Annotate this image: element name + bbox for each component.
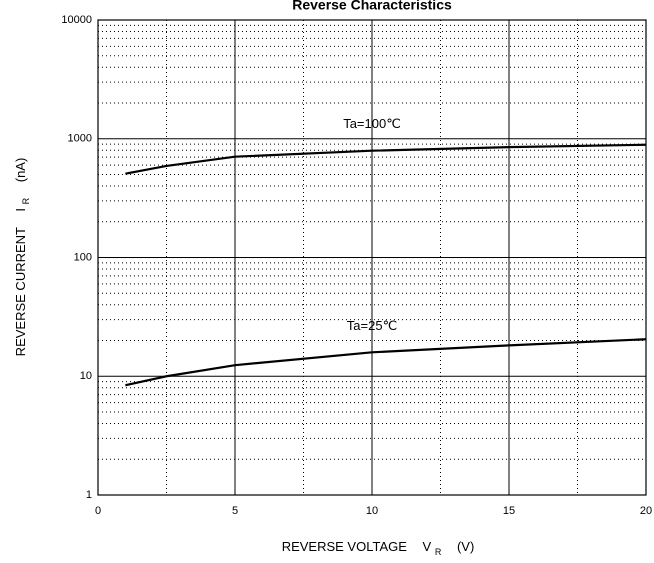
y-label-unit: (nA) <box>13 158 28 183</box>
x-tick-label: 5 <box>232 505 238 517</box>
y-tick-label: 10 <box>80 370 92 382</box>
x-label-symbol: V <box>423 539 432 554</box>
x-label-unit: (V) <box>457 539 474 554</box>
y-tick-label: 100 <box>74 251 92 263</box>
x-tick-label: 0 <box>95 505 101 517</box>
y-tick-label: 1 <box>86 489 92 501</box>
y-label-subscript: R <box>21 197 31 204</box>
series-label: Ta=100℃ <box>343 116 401 131</box>
x-tick-label: 15 <box>503 505 515 517</box>
series-label: Ta=25℃ <box>347 318 397 333</box>
x-tick-label: 10 <box>366 505 378 517</box>
series-line <box>125 338 647 387</box>
y-axis-label: REVERSE CURRENT I R (nA) <box>13 158 33 357</box>
x-label-text: REVERSE VOLTAGE <box>282 539 408 554</box>
plot-frame <box>97 19 647 496</box>
chart-title: Reverse Characteristics <box>292 0 452 13</box>
y-tick-label: 1000 <box>68 133 92 145</box>
y-tick-label: 10000 <box>61 14 92 26</box>
series-line <box>125 143 647 175</box>
y-label-symbol: I <box>13 208 28 212</box>
x-label-subscript: R <box>435 547 442 557</box>
x-tick-label: 20 <box>640 505 652 517</box>
y-label-text: REVERSE CURRENT <box>13 227 28 356</box>
x-axis-label: REVERSE VOLTAGE V R (V) <box>282 539 475 559</box>
